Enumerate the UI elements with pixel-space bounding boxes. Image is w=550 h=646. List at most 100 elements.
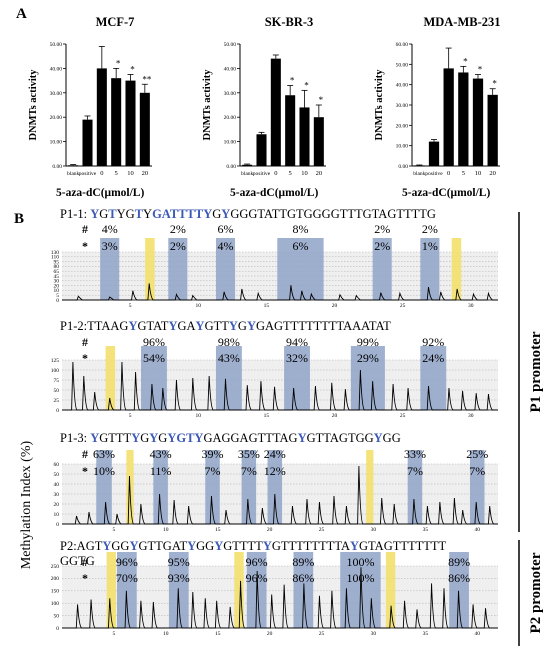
y-tick-label: 40 bbox=[54, 482, 60, 488]
y-tick-label: 80 bbox=[54, 264, 60, 270]
y-tick-label: 0 bbox=[56, 408, 59, 414]
sequence-segment: G bbox=[230, 207, 239, 221]
star-percentage: 32% bbox=[286, 351, 308, 365]
control-region bbox=[106, 552, 116, 628]
cpg-site-y: Y bbox=[196, 319, 205, 333]
x-axis-label: 5-aza-dC(μmol/L) bbox=[402, 187, 490, 199]
bar bbox=[285, 95, 296, 166]
y-tick-label: 25 bbox=[54, 398, 60, 404]
hash-percentage: 39% bbox=[202, 447, 224, 461]
star-marker: * bbox=[82, 571, 88, 585]
star-percentage: 86% bbox=[292, 571, 314, 585]
y-axis-label: DNMTs activity bbox=[28, 69, 39, 141]
sequence-segment: GTTAGTGG bbox=[307, 431, 374, 445]
x-tick-label: 15 bbox=[264, 413, 270, 419]
bar bbox=[299, 107, 310, 166]
hash-marker: # bbox=[82, 222, 88, 236]
cpg-site-y: GTY bbox=[176, 431, 203, 445]
cpg-site-y: Y bbox=[187, 539, 196, 553]
star-marker: * bbox=[82, 464, 88, 478]
y-tick-label: 50 bbox=[54, 388, 60, 394]
y-tick-label: 50 bbox=[54, 613, 60, 619]
x-tick-label: 30 bbox=[468, 303, 474, 309]
star-percentage: 12% bbox=[264, 464, 286, 478]
cpg-site-y: Y bbox=[129, 539, 138, 553]
cpg-region bbox=[96, 450, 112, 524]
p2-promoter-label: P2 promoter bbox=[528, 552, 544, 633]
x-tick-label: 15 bbox=[215, 527, 221, 533]
cpg-site-y: Y bbox=[131, 431, 140, 445]
category-label: 0 bbox=[100, 170, 103, 177]
significance-mark: * bbox=[130, 65, 135, 75]
y-tick-label: 10.00 bbox=[224, 140, 237, 146]
sequence-text: P1-3: YGTTTYGYGYGTYGAGGAGTTTAGYGTTAGTGGY… bbox=[60, 431, 401, 445]
cpg-site-y: Y bbox=[263, 539, 272, 553]
x-axis-label: 5-aza-dC(μmol/L) bbox=[56, 187, 144, 199]
cpg-site-y: Y bbox=[350, 539, 359, 553]
sequence-segment: GAGTTTTTTTTAAATAT bbox=[256, 319, 391, 333]
methylation-row-3: P1-3: YGTTTYGYGYGTYGAGGAGTTTAGYGTTAGTGGY… bbox=[54, 431, 498, 533]
star-percentage: 6% bbox=[292, 239, 308, 253]
star-percentage: 93% bbox=[168, 571, 190, 585]
hash-percentage: 2% bbox=[422, 222, 438, 236]
y-tick-label: 0 bbox=[56, 298, 59, 304]
sequence-segment: G bbox=[126, 207, 135, 221]
sequence-segment: GA bbox=[177, 319, 195, 333]
x-axis-label: 5-aza-dC(μmol/L) bbox=[230, 187, 318, 199]
significance-mark: * bbox=[304, 80, 309, 90]
y-tick-label: 10.00 bbox=[50, 140, 63, 146]
cpg-region bbox=[267, 450, 283, 524]
control-region bbox=[234, 552, 244, 628]
hash-marker: # bbox=[82, 555, 88, 569]
y-tick-label: 100 bbox=[51, 368, 60, 374]
sequence-segment: GTTGAT bbox=[139, 539, 188, 553]
control-region bbox=[366, 450, 374, 524]
star-percentage: 3% bbox=[102, 239, 118, 253]
category-label: positive bbox=[79, 171, 97, 177]
sequence-segment: P1-3: bbox=[60, 431, 90, 445]
y-tick-label: 0.00 bbox=[398, 164, 408, 170]
control-region bbox=[385, 552, 396, 628]
cpg-site-y: Y bbox=[221, 207, 230, 221]
y-tick-label: 30.00 bbox=[396, 103, 409, 109]
y-tick-label: 5 bbox=[56, 293, 59, 299]
significance-mark: * bbox=[463, 56, 468, 66]
x-tick-label: 5 bbox=[129, 413, 132, 419]
sequence-segment: Y bbox=[117, 207, 126, 221]
hash-percentage: 94% bbox=[286, 335, 308, 349]
category-label: 20 bbox=[316, 170, 323, 177]
star-percentage: 7% bbox=[407, 464, 423, 478]
hash-percentage: 96% bbox=[116, 555, 138, 569]
y-tick-label: 20.00 bbox=[396, 123, 409, 129]
significance-mark: * bbox=[492, 79, 497, 89]
control-region bbox=[145, 238, 155, 300]
category-label: 10 bbox=[127, 170, 134, 177]
sequence-segment: G bbox=[212, 207, 221, 221]
bar bbox=[472, 78, 484, 166]
category-label: 5 bbox=[462, 170, 465, 177]
cpg-region bbox=[215, 238, 236, 300]
category-label: 5 bbox=[289, 170, 292, 177]
category-label: positive bbox=[425, 171, 443, 177]
y-tick-label: 60 bbox=[54, 462, 60, 468]
y-tick-label: 130 bbox=[51, 250, 60, 256]
y-tick-label: 200 bbox=[51, 576, 60, 582]
significance-mark: * bbox=[116, 58, 121, 68]
cpg-site-y: Y bbox=[168, 319, 177, 333]
cpg-site-y: Y bbox=[247, 319, 256, 333]
star-percentage: 24% bbox=[422, 351, 444, 365]
pyrogram-trace bbox=[62, 283, 498, 301]
y-tick-label: 40.00 bbox=[50, 66, 63, 72]
cpg-site-y: Y bbox=[90, 431, 99, 445]
x-tick-label: 10 bbox=[196, 413, 202, 419]
sequence-segment: G bbox=[140, 431, 149, 445]
cpg-region bbox=[205, 450, 220, 524]
star-percentage: 2% bbox=[170, 239, 186, 253]
control-region bbox=[451, 238, 462, 300]
x-tick-label: 15 bbox=[215, 631, 221, 637]
y-tick-label: 50 bbox=[54, 472, 60, 478]
category-label: 10 bbox=[301, 170, 308, 177]
sequence-text: P1-2:TTAAGYGTATYGAYGTTYGYGAGTTTTTTTTAAAT… bbox=[60, 319, 391, 333]
sequence-text: P2:AGTYGGYGTTGATYGGYGTTTTYGTTTTTTTTAYGTA… bbox=[60, 539, 447, 553]
